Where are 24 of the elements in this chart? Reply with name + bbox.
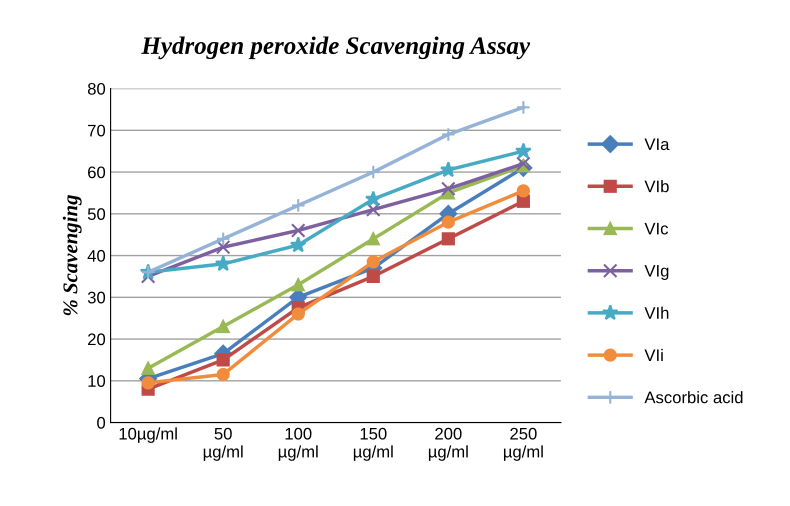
y-tick-label: 50 <box>88 208 106 220</box>
y-tick-label: 0 <box>97 416 106 429</box>
x-tick-label: 50 µg/ml <box>204 428 243 461</box>
x-tick-label: 200 µg/ml <box>428 428 468 461</box>
y-tick-label: 20 <box>88 333 106 346</box>
x-tick-label: 150 µg/ml <box>354 428 393 461</box>
x-tick-label: 100 µg/ml <box>278 428 318 461</box>
legend-label: VIb <box>644 180 669 192</box>
y-tick-label: 70 <box>88 124 106 136</box>
legend-label: VIc <box>644 222 668 234</box>
legend-label: VIi <box>644 348 663 361</box>
chart-title: Hydrogen peroxide Scavenging Assay <box>141 36 530 60</box>
x-tick-label: 10µg/ml <box>120 427 177 443</box>
legend-label: VIa <box>644 138 670 150</box>
legend-label: VIh <box>644 306 668 319</box>
legend-label: VIg <box>644 265 668 280</box>
y-tick-label: 30 <box>88 292 106 304</box>
y-tick-label: 80 <box>88 82 106 95</box>
y-tick-label: 10 <box>88 375 106 387</box>
y-tick-label: 60 <box>88 166 106 178</box>
x-tick-label: 250 µg/ml <box>504 428 543 461</box>
y-tick-label: 40 <box>88 250 106 262</box>
legend-label: Ascorbic acid <box>644 391 742 404</box>
y-axis-title: % Scavenging <box>62 195 82 316</box>
